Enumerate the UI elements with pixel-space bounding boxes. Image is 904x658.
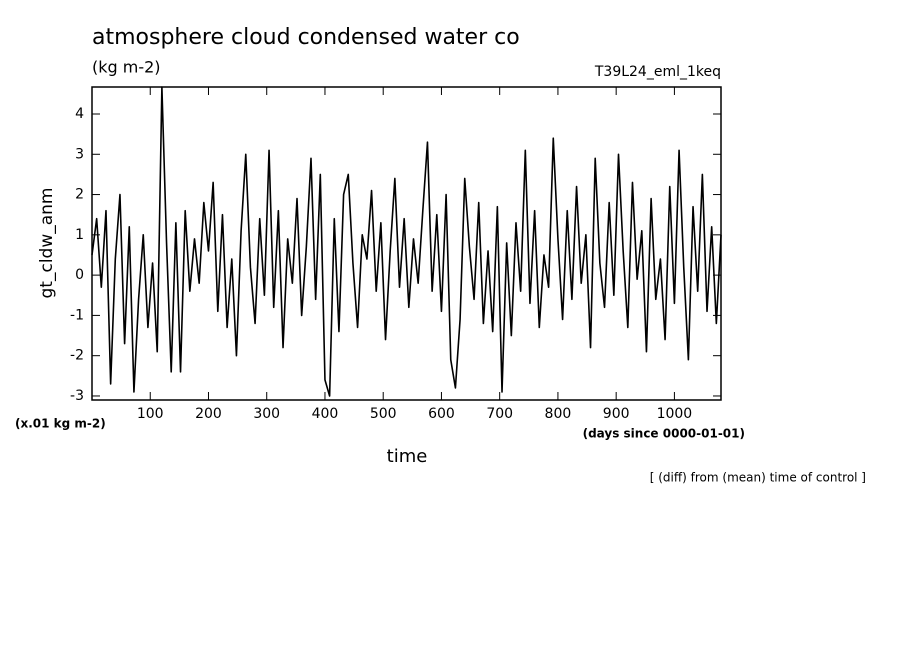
x-unit: (days since 0000-01-01): [583, 427, 745, 441]
x-tick-label: 700: [486, 406, 513, 422]
chart-title: atmosphere cloud condensed water co: [92, 25, 520, 50]
x-tick-label: 500: [370, 406, 397, 422]
y-tick-label: -3: [70, 388, 84, 404]
x-tick-label: 800: [545, 406, 572, 422]
x-tick-label: 400: [312, 406, 339, 422]
x-tick-label: 900: [603, 406, 630, 422]
y-tick-label: 4: [75, 106, 84, 122]
y-tick-label: 1: [75, 227, 84, 243]
x-tick-label: 200: [195, 406, 222, 422]
x-axis-label: time: [387, 446, 428, 467]
x-tick-label: 600: [428, 406, 455, 422]
data-line: [91, 86, 722, 397]
y-tick-label: 3: [75, 146, 84, 162]
y-tick-label: -2: [70, 348, 84, 364]
x-tick-label: 300: [253, 406, 280, 422]
y-axis-label: gt_cldw_anm: [37, 188, 57, 299]
x-tick-label: 1000: [657, 406, 693, 422]
run-label: T39L24_eml_1keq: [594, 64, 721, 80]
x-tick-label: 100: [137, 406, 164, 422]
y-unit: (x.01 kg m-2): [15, 417, 106, 431]
y-tick-label: 2: [75, 187, 84, 203]
y-tick-label: 0: [75, 267, 84, 283]
note: [ (diff) from (mean) time of control ]: [650, 471, 866, 485]
y-tick-label: -1: [70, 307, 84, 323]
chart-subtitle: (kg m-2): [92, 58, 161, 77]
